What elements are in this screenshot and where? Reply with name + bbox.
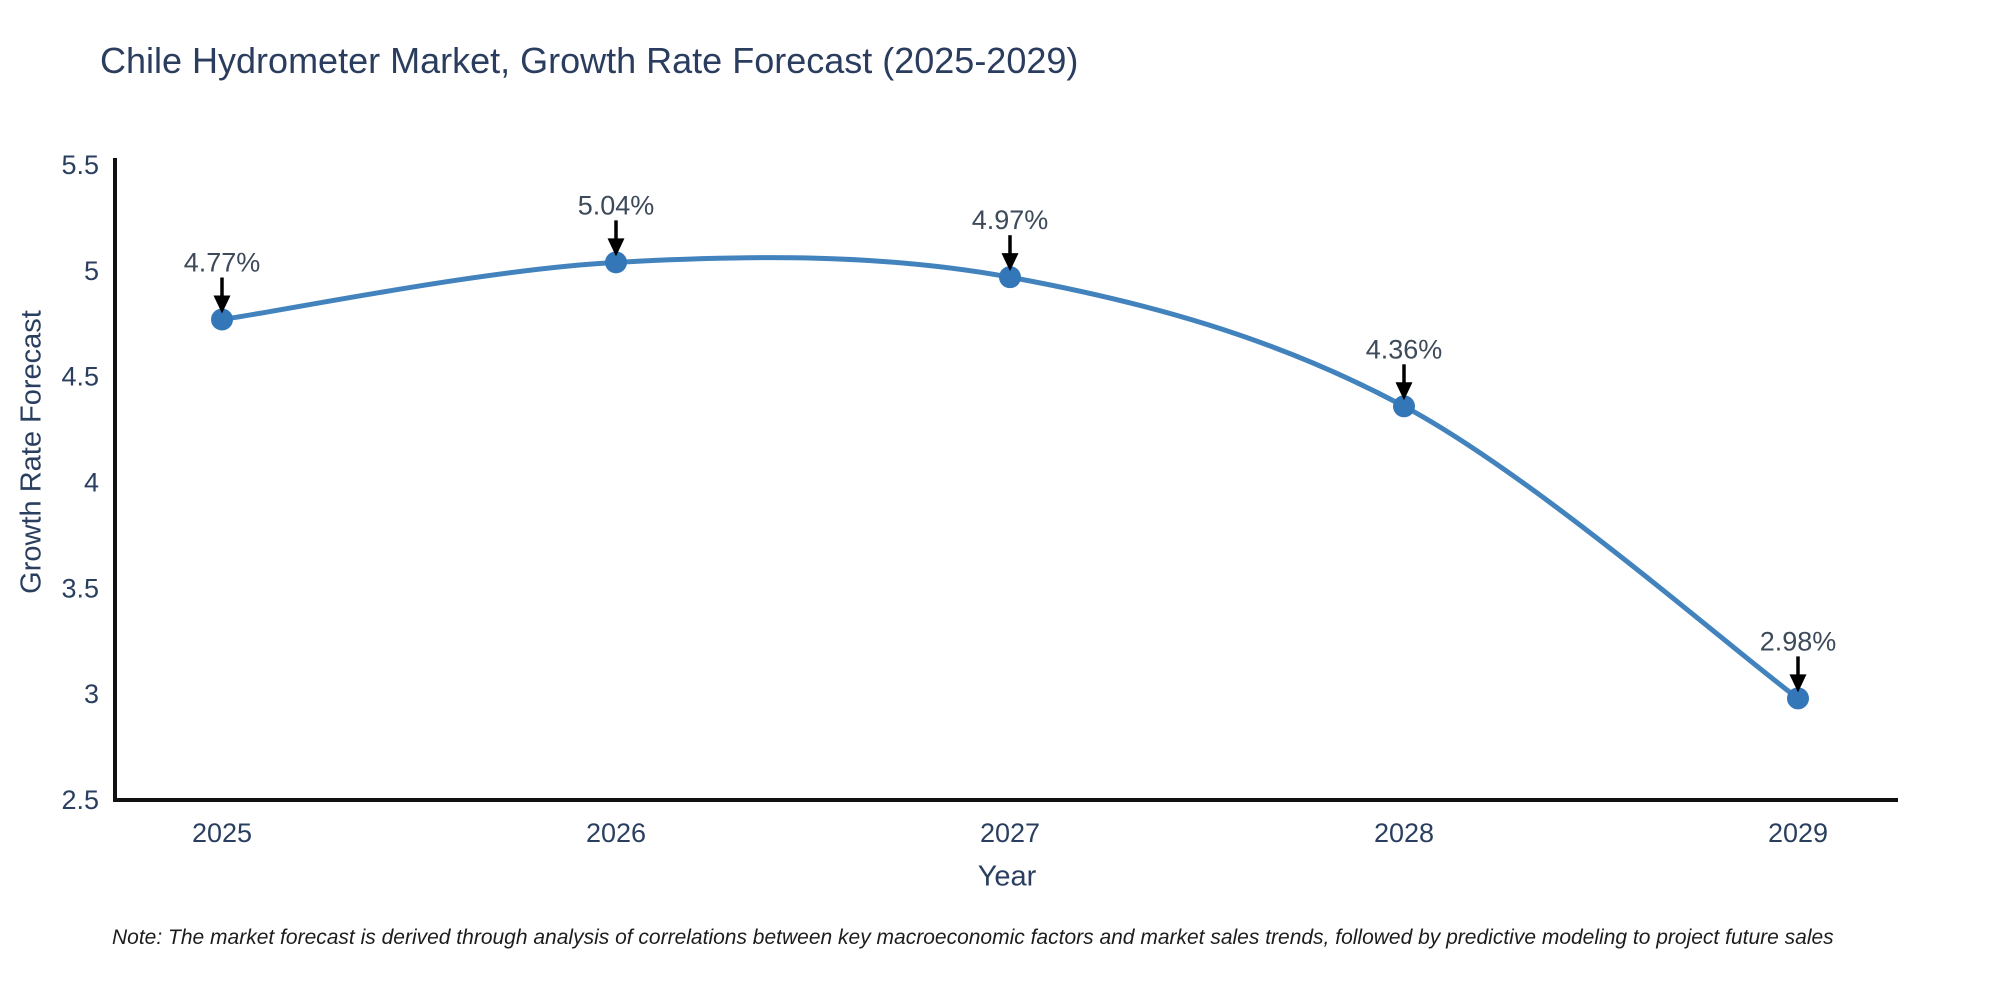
y-tick-label: 5 <box>84 256 99 286</box>
chart-title: Chile Hydrometer Market, Growth Rate For… <box>100 40 1079 81</box>
point-label: 4.36% <box>1366 334 1443 364</box>
forecast-line <box>219 255 1801 701</box>
annotation-arrow-head <box>1001 253 1019 272</box>
x-tick-label: 2025 <box>192 818 252 848</box>
annotation-arrow-head <box>607 238 625 257</box>
data-point <box>999 266 1021 289</box>
footnote: Note: The market forecast is derived thr… <box>112 926 1834 949</box>
annotation-arrow-head <box>1395 382 1413 401</box>
y-tick-label: 2.5 <box>61 785 99 815</box>
data-point <box>605 251 627 274</box>
annotation-arrow-head <box>1789 674 1807 693</box>
point-label: 2.98% <box>1760 626 1837 656</box>
x-tick-label: 2026 <box>586 818 646 848</box>
x-tick-label: 2029 <box>1768 818 1828 848</box>
point-label: 4.97% <box>972 205 1049 235</box>
y-tick-label: 4.5 <box>61 362 99 392</box>
y-tick-label: 4 <box>84 468 99 498</box>
data-point <box>1787 687 1809 710</box>
x-axis-title: Year <box>977 860 1037 893</box>
x-tick-label: 2028 <box>1374 818 1434 848</box>
point-label: 4.77% <box>184 248 261 278</box>
data-point <box>1393 395 1415 418</box>
annotation-arrow-head <box>213 295 231 314</box>
y-tick-label: 3.5 <box>61 573 99 603</box>
point-label: 5.04% <box>578 190 655 220</box>
y-tick-label: 3 <box>84 679 99 709</box>
x-tick-label: 2027 <box>980 818 1040 848</box>
y-tick-label: 5.5 <box>61 150 99 180</box>
data-point <box>211 308 233 331</box>
